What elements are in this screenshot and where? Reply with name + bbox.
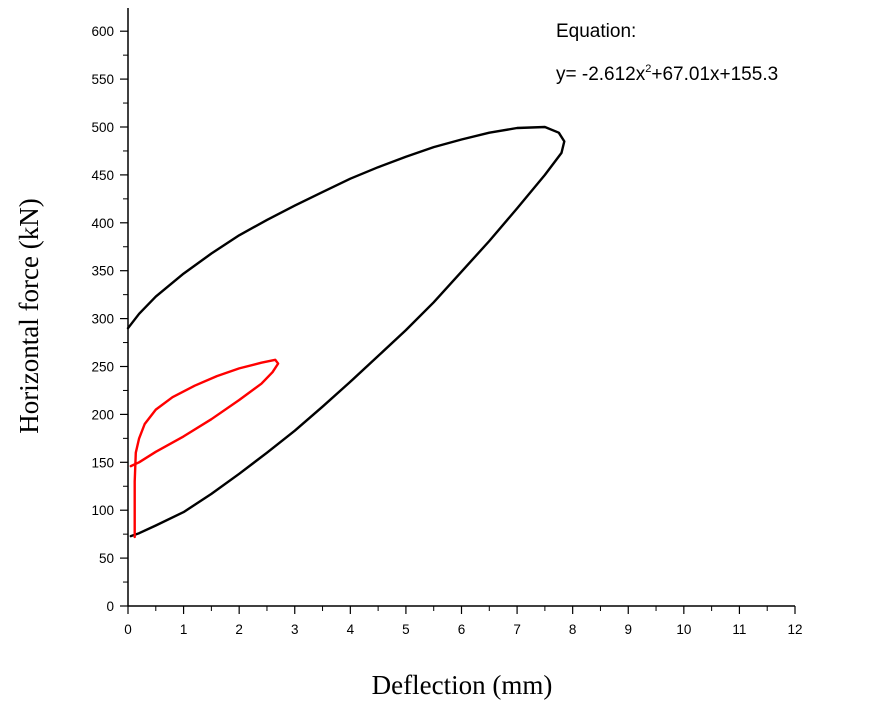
x-tick-label: 0 <box>124 622 132 637</box>
equation-prefix: y= -2.612x <box>556 64 646 85</box>
y-tick-label: 350 <box>91 264 114 279</box>
x-tick-label: 2 <box>235 622 243 637</box>
x-ticks: 0 1 2 3 4 5 6 7 8 9 10 11 12 <box>124 606 803 637</box>
y-tick-label: 300 <box>91 312 114 327</box>
y-tick-label: 450 <box>91 168 114 183</box>
x-tick-label: 8 <box>569 622 577 637</box>
y-tick-label: 50 <box>99 551 114 566</box>
y-axis-title: Horizontal force (kN) <box>14 198 44 433</box>
y-tick-label: 100 <box>91 503 114 518</box>
y-tick-label: 0 <box>106 599 114 614</box>
x-tick-label: 9 <box>624 622 632 637</box>
x-tick-label: 11 <box>732 622 746 637</box>
y-tick-label: 600 <box>91 24 114 39</box>
y-tick-label: 550 <box>91 72 114 87</box>
equation-text: y= -2.612x2+67.01x+155.3 <box>556 63 778 85</box>
y-tick-label: 150 <box>91 455 114 470</box>
equation-title: Equation: <box>556 21 636 42</box>
equation-exponent: 2 <box>645 63 651 75</box>
x-tick-label: 3 <box>291 622 299 637</box>
x-tick-label: 7 <box>513 622 521 637</box>
y-ticks: 0 50 100 150 200 250 300 350 400 450 500 550 600 <box>91 24 128 614</box>
x-tick-label: 10 <box>676 622 691 637</box>
x-tick-label: 1 <box>180 622 188 637</box>
x-tick-label: 6 <box>458 622 466 637</box>
y-tick-label: 200 <box>91 407 114 422</box>
series-line-2 <box>129 358 280 539</box>
y-tick-label: 500 <box>91 120 114 135</box>
series-line-1 <box>126 125 566 538</box>
x-tick-label: 5 <box>402 622 410 637</box>
x-tick-label: 4 <box>347 622 355 637</box>
x-tick-label: 12 <box>787 622 802 637</box>
y-tick-label: 400 <box>91 216 114 231</box>
y-tick-label: 250 <box>91 360 114 375</box>
x-axis-title: Deflection (mm) <box>372 670 553 700</box>
equation-suffix: +67.01x+155.3 <box>651 64 778 85</box>
series-layer <box>126 125 566 539</box>
